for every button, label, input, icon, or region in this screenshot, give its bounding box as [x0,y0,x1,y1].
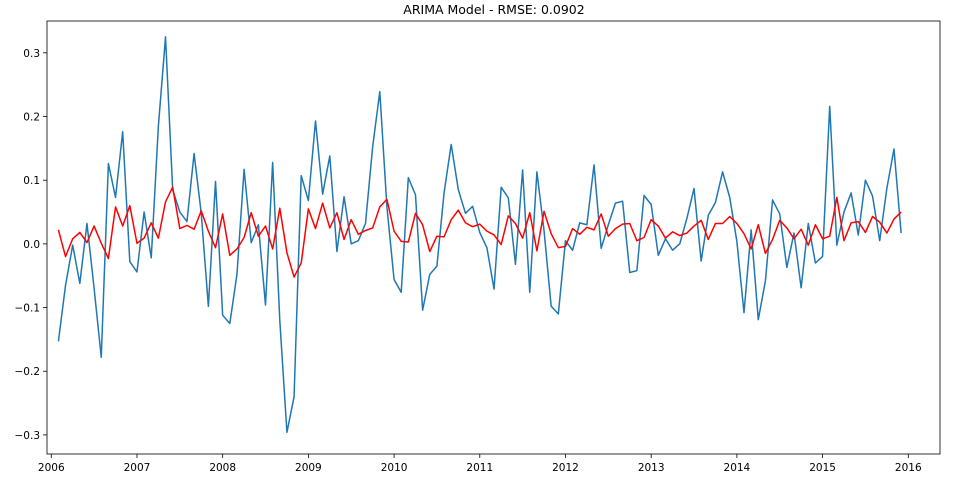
series-line-actual [57,36,902,434]
x-tick-label: 2012 [552,462,579,474]
x-tick-label: 2016 [895,462,922,474]
chart-title: ARIMA Model - RMSE: 0.0902 [403,2,584,17]
y-tick-label: 0.2 [23,112,40,124]
y-tick-label: 0.1 [23,175,40,187]
x-tick-label: 2009 [295,462,322,474]
x-tick-label: 2010 [381,462,408,474]
series-line-arima [57,186,902,278]
x-tick-label: 2015 [809,462,836,474]
y-tick-label: −0.2 [15,366,41,378]
series-layer [57,36,902,434]
y-tick-label: 0.0 [23,239,40,251]
x-tick-label: 2013 [638,462,665,474]
x-tick-label: 2008 [209,462,236,474]
y-axis: −0.3 −0.2 −0.1 0.0 0.1 0.2 0.3 [15,48,47,442]
x-tick-label: 2014 [724,462,751,474]
y-tick-label: −0.1 [15,303,41,315]
x-tick-label: 2011 [466,462,493,474]
x-axis: 2006 2007 2008 2009 2010 2011 2012 2013 2014 2015… [38,454,922,474]
plot-frame [46,20,941,455]
y-tick-label: 0.3 [23,48,40,60]
y-tick-label: −0.3 [15,430,41,442]
x-tick-label: 2007 [124,462,151,474]
x-tick-label: 2006 [38,462,65,474]
